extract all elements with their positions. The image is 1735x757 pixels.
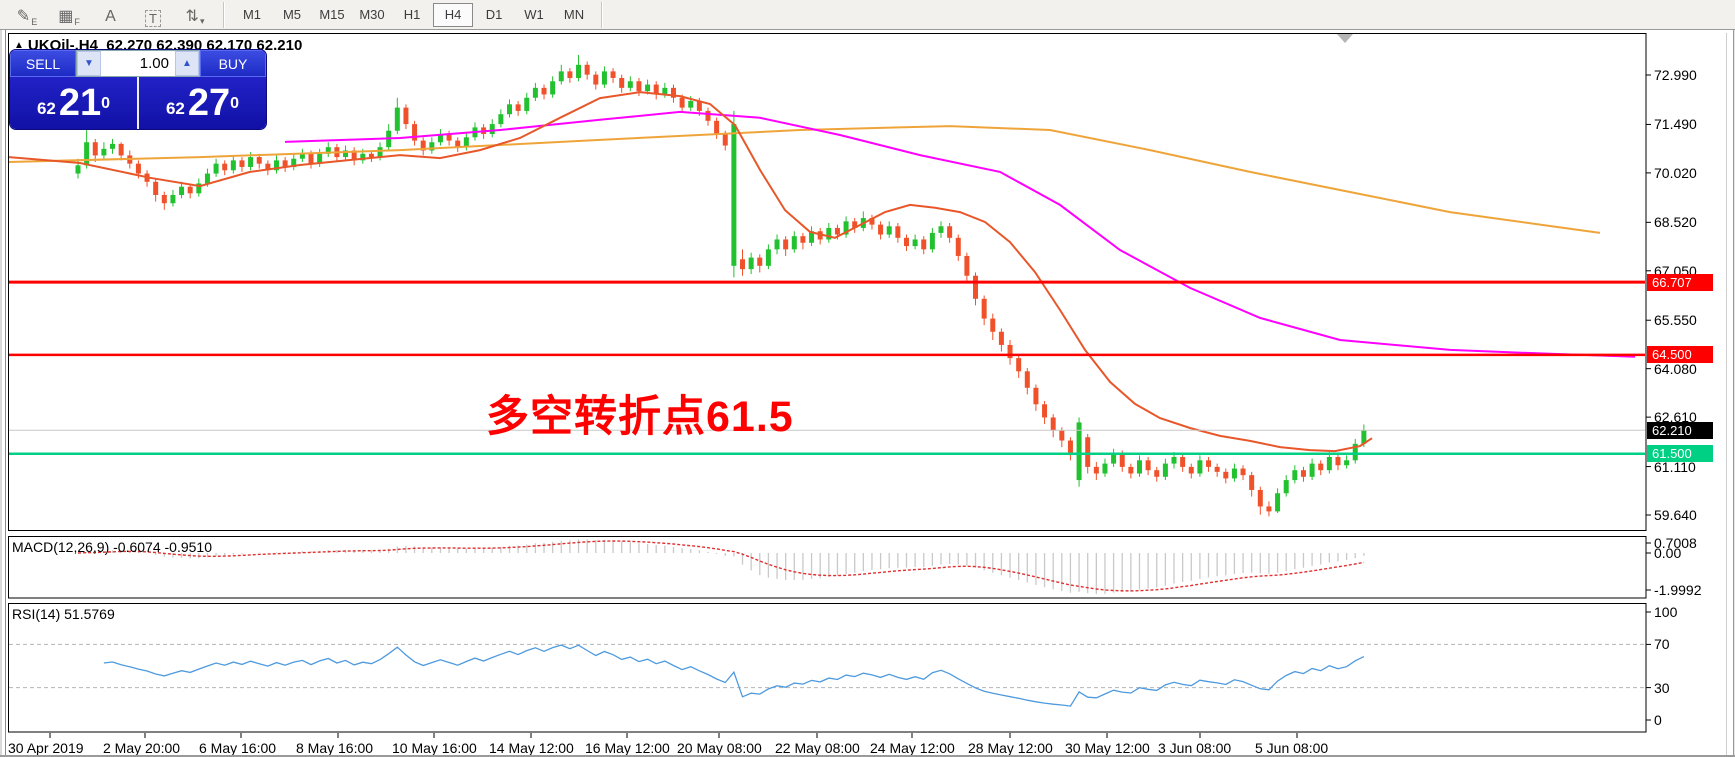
timeframe-M15-button[interactable]: M15	[319, 7, 345, 22]
draw-lines-icon: ✎	[16, 7, 31, 25]
rsi-indicator-label: RSI(14) 51.5769	[12, 606, 115, 622]
timeframe-W1-button[interactable]: W1	[524, 7, 544, 22]
scroll-marker[interactable]	[1337, 34, 1353, 43]
tool-draw-lines-button[interactable]: ✎ E	[16, 7, 38, 27]
sell-price-prefix: 62	[36, 99, 56, 118]
rsi-axis-label: 70	[1654, 636, 1670, 653]
volume-input[interactable]	[101, 51, 175, 76]
rsi-axis-label: 100	[1654, 604, 1678, 620]
text-icon: A	[105, 7, 116, 25]
sell-price-sup: 0	[101, 95, 111, 112]
price-axis-label: 68.520	[1654, 214, 1697, 231]
sell-price[interactable]: 62 21 0	[10, 77, 137, 129]
rsi-axis-label: 30	[1654, 679, 1670, 696]
time-axis-label: 28 May 12:00	[968, 740, 1053, 756]
buy-price[interactable]: 62 27 0	[139, 77, 266, 129]
price-axis-label: 64.080	[1654, 360, 1697, 377]
level-badge-64500: 64.500	[1647, 346, 1713, 364]
left-window-edge	[0, 30, 6, 755]
price-axis-label: 71.490	[1654, 116, 1697, 133]
time-axis-label: 16 May 12:00	[585, 740, 670, 756]
macd-layer	[77, 539, 1365, 595]
sell-price-big: 21	[58, 82, 102, 124]
chevron-up-icon: ▲	[182, 58, 192, 69]
axis-right-divider	[1726, 33, 1727, 755]
ohlc-quote: 62.270 62.390 62.170 62.210	[106, 37, 303, 54]
main-chart-layer	[9, 54, 1645, 517]
time-axis-label: 10 May 16:00	[392, 740, 477, 756]
price-axis-label: 62.610	[1654, 409, 1697, 426]
time-axis-label: 8 May 16:00	[296, 740, 374, 756]
chevron-down-icon: ▼	[84, 58, 94, 69]
timeframe-H1-button[interactable]: H1	[403, 7, 421, 22]
chart-toolbar: ✎ E ▦ F A T ⇅ ▾ M1 M5 M15 M30 H1 H4 D1 W1 MN	[0, 0, 1735, 30]
last-price-badge: 62.210	[1647, 421, 1713, 439]
tool-text-button[interactable]: A	[90, 3, 132, 27]
buy-price-big: 27	[187, 82, 231, 124]
tool-grid-button[interactable]: ▦ F	[58, 7, 80, 27]
rsi-axis-label: 0	[1654, 712, 1662, 728]
price-axis-label: 70.020	[1654, 164, 1697, 181]
timeframe-D1-button[interactable]: D1	[485, 7, 503, 22]
price-axis-label: 61.110	[1654, 458, 1696, 475]
time-axis-label: 24 May 12:00	[870, 740, 955, 756]
time-axis-label: 30 May 12:00	[1065, 740, 1150, 756]
volume-spinner: ▼ ▲	[76, 50, 200, 77]
macd-axis-label: 0.7008	[1654, 535, 1697, 551]
symbol-name: UKOil-,H4	[27, 37, 98, 54]
time-axis-label: 30 Apr 2019	[8, 740, 84, 756]
macd-axis-label: -1.9992	[1654, 582, 1702, 598]
level-badge-61500: 61.500	[1647, 445, 1713, 463]
text-label-icon: T	[145, 9, 161, 27]
sell-button[interactable]: SELL	[10, 50, 76, 77]
time-axis-label: 3 Jun 08:00	[1158, 740, 1232, 756]
tool-text-label-button[interactable]: T	[132, 3, 174, 27]
price-axis-label: 59.640	[1654, 507, 1697, 524]
timeframe-M5-button[interactable]: M5	[282, 7, 302, 22]
macd-axis-label: 0.00	[1654, 545, 1682, 561]
buy-button[interactable]: BUY	[200, 50, 266, 77]
right-window-edge	[1733, 30, 1735, 755]
chart-title: ▲ UKOil-,H4 62.270 62.390 62.170 62.210	[14, 37, 302, 54]
price-axis-label: 72.990	[1654, 67, 1697, 83]
candles	[75, 54, 1367, 517]
timeframe-M30-button[interactable]: M30	[359, 7, 385, 22]
timeframe-H4-button[interactable]: H4	[433, 2, 473, 27]
time-axis-label: 5 Jun 08:00	[1255, 740, 1329, 756]
tool-arrows-button[interactable]: ⇅ ▾	[185, 7, 205, 26]
buy-price-sup: 0	[230, 95, 240, 112]
buy-price-prefix: 62	[165, 99, 185, 118]
rsi-layer	[9, 643, 1645, 707]
level-badge-66707: 66.707	[1647, 273, 1713, 291]
time-axis-label: 6 May 16:00	[199, 740, 277, 756]
price-axis-label: 65.550	[1654, 312, 1697, 329]
symbol-collapse-icon[interactable]: ▲	[14, 40, 24, 51]
time-axis-label: 2 May 20:00	[103, 740, 181, 756]
timeframe-M1-button[interactable]: M1	[242, 7, 262, 22]
price-divider	[137, 77, 139, 129]
volume-increase-button[interactable]: ▲	[175, 51, 199, 76]
time-axis-label: 20 May 08:00	[677, 740, 762, 756]
volume-decrease-button[interactable]: ▼	[77, 51, 101, 76]
time-axis-label: 22 May 08:00	[775, 740, 860, 756]
chart-annotation-text: 多空转折点61.5	[486, 393, 794, 441]
timeframe-MN-button[interactable]: MN	[563, 7, 585, 22]
grid-icon: ▦	[58, 7, 74, 25]
macd-indicator-label: MACD(12,26,9) -0.6074 -0.9510	[12, 539, 212, 555]
time-axis-label: 14 May 12:00	[489, 740, 574, 756]
arrows-icon: ⇅	[185, 7, 199, 25]
